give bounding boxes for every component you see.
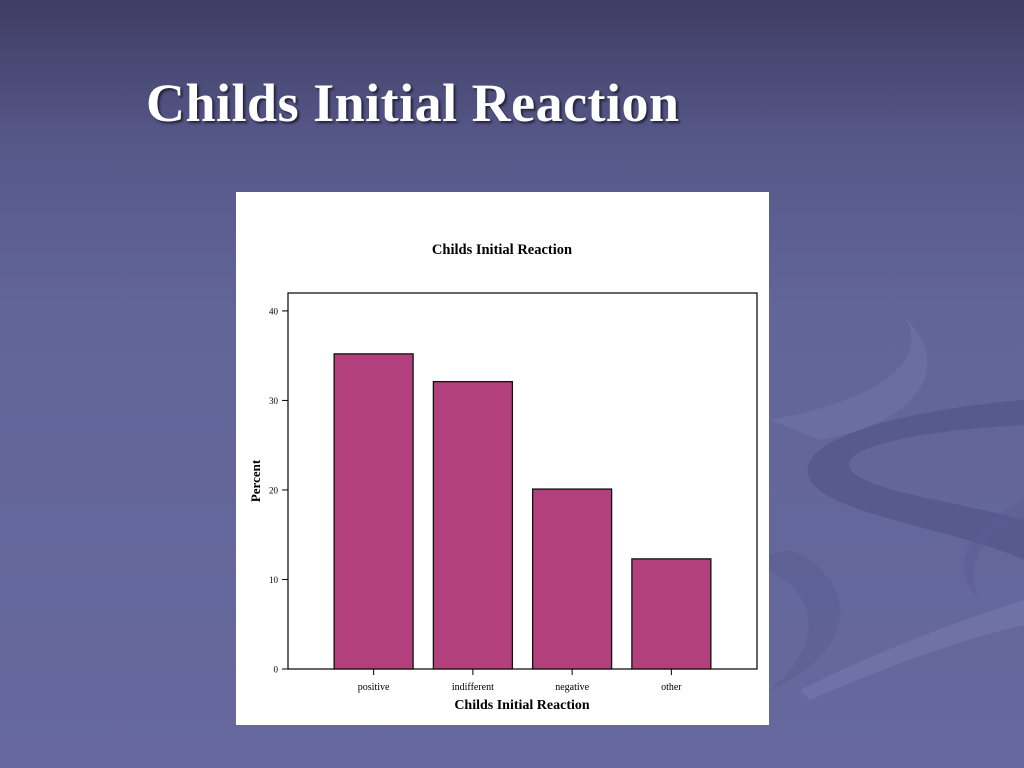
y-tick-label: 20 xyxy=(269,485,279,495)
x-axis: positive indifferent negative other xyxy=(358,669,682,693)
x-tick-label: other xyxy=(661,682,682,693)
x-axis-label: Childs Initial Reaction xyxy=(454,698,590,713)
x-tick-label: negative xyxy=(555,682,589,693)
bar-negative xyxy=(531,488,613,670)
bar-positive xyxy=(333,353,414,670)
y-tick-label: 40 xyxy=(269,306,279,316)
bar-other xyxy=(631,558,712,670)
y-tick-label: 30 xyxy=(269,396,279,406)
plot-frame xyxy=(287,292,758,670)
y-tick-label: 0 xyxy=(274,665,279,675)
chart-panel: Childs Initial Reaction 0 10 20 30 40 positi… xyxy=(236,192,769,725)
slide-title: Childs Initial Reaction xyxy=(146,73,680,133)
x-tick-label: positive xyxy=(358,682,390,693)
bar-chart: Childs Initial Reaction 0 10 20 30 40 positi… xyxy=(248,242,758,713)
y-axis-label: Percent xyxy=(248,459,263,502)
y-tick-label: 10 xyxy=(269,575,279,585)
y-axis: 0 10 20 30 40 xyxy=(269,306,288,675)
x-tick-label: indifferent xyxy=(452,682,494,693)
bars-group xyxy=(333,353,712,670)
chart-title: Childs Initial Reaction xyxy=(432,242,572,258)
bar-indifferent xyxy=(432,380,514,670)
